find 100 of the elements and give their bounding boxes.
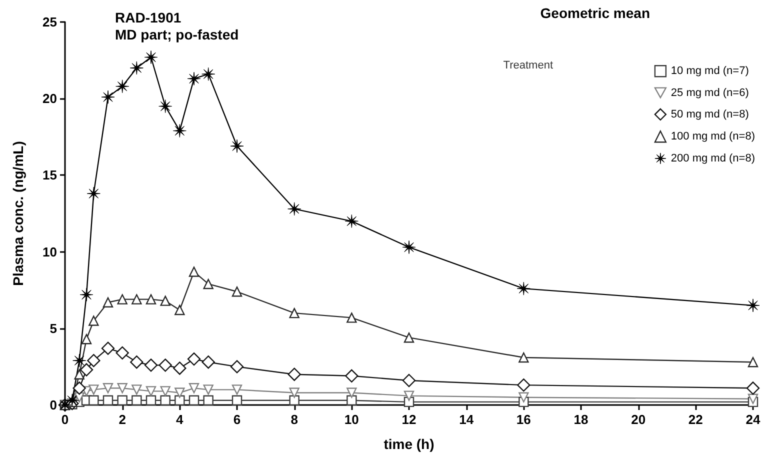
x-tick-label: 4 — [176, 412, 184, 427]
point — [130, 356, 144, 369]
point — [288, 368, 301, 381]
point — [230, 139, 244, 153]
x-tick-label: 12 — [402, 412, 416, 427]
point — [518, 392, 529, 402]
text: Geometric mean — [540, 5, 650, 21]
point — [144, 50, 158, 64]
point — [404, 332, 414, 343]
legend-label: 10 mg md (n=7) — [670, 65, 749, 78]
point — [146, 386, 156, 396]
point — [516, 282, 530, 296]
point — [146, 294, 156, 304]
point — [158, 100, 172, 114]
y-tick-label: 20 — [42, 91, 57, 106]
point — [289, 308, 300, 318]
point — [174, 304, 185, 316]
x-tick-label: 6 — [233, 412, 241, 427]
point — [232, 384, 242, 395]
point — [130, 61, 144, 75]
point — [132, 294, 142, 304]
point — [346, 395, 357, 406]
point — [402, 240, 416, 254]
point — [88, 384, 99, 395]
x-tick-label: 20 — [631, 412, 646, 427]
x-tick-label: 16 — [516, 412, 531, 427]
point — [346, 388, 357, 398]
point — [86, 186, 100, 200]
point — [202, 356, 215, 369]
legend-title: Treatment — [503, 60, 554, 72]
point — [74, 369, 84, 380]
point — [102, 383, 114, 394]
point — [174, 395, 185, 406]
point — [117, 383, 128, 394]
point — [187, 72, 201, 86]
point — [80, 288, 94, 302]
legend-label: 100 mg md (n=8) — [670, 130, 756, 143]
point — [101, 342, 115, 355]
point — [748, 394, 758, 404]
y-tick-label: 25 — [42, 14, 57, 30]
point — [345, 369, 358, 382]
legend-label: 200 mg md (n=8) — [670, 152, 756, 164]
point — [230, 360, 244, 374]
point — [187, 352, 201, 366]
point — [158, 358, 172, 372]
point — [132, 395, 142, 406]
point — [517, 378, 530, 392]
point — [102, 297, 114, 308]
point — [232, 395, 242, 406]
point — [88, 395, 99, 406]
point — [188, 383, 200, 394]
point — [203, 278, 214, 290]
y-tick-label: 15 — [42, 168, 57, 183]
point — [101, 90, 115, 104]
x-tick-label: 2 — [118, 412, 126, 427]
point — [289, 388, 300, 398]
point — [174, 388, 185, 398]
point — [344, 214, 358, 228]
point — [87, 354, 100, 368]
legend-label: 25 mg md (n=6) — [670, 86, 749, 99]
point — [288, 202, 302, 216]
point — [188, 266, 200, 277]
point — [289, 395, 300, 406]
chart-title: RAD-1901 MD part; po-fasted — [115, 10, 239, 42]
point — [160, 386, 170, 396]
point — [146, 395, 156, 406]
y-tick-label: 0 — [50, 398, 57, 412]
x-tick-label: 10 — [344, 412, 359, 427]
y-tick-label: 5 — [50, 320, 57, 336]
point — [173, 362, 186, 375]
x-axis-title: time (h) — [384, 436, 434, 452]
point — [202, 67, 216, 81]
point — [102, 395, 114, 406]
point — [81, 334, 92, 344]
x-tick-label: 14 — [459, 412, 474, 427]
point — [160, 296, 170, 306]
x-tick-label: 0 — [61, 412, 69, 427]
x-tick-label: 18 — [574, 412, 588, 427]
point — [748, 357, 758, 368]
point — [88, 316, 99, 326]
y-axis-title: Plasma conc. (ng/mL) — [10, 141, 26, 286]
legend-label: 50 mg md (n=8) — [670, 108, 749, 120]
y-tick-label: 10 — [42, 244, 57, 260]
point — [172, 124, 186, 138]
point — [117, 395, 128, 406]
point — [402, 374, 416, 388]
point — [188, 395, 200, 406]
point — [132, 384, 142, 395]
point — [203, 395, 214, 406]
point — [116, 346, 129, 360]
x-tick-label: 22 — [688, 412, 703, 427]
point — [72, 354, 86, 368]
point — [144, 358, 158, 372]
point — [232, 286, 242, 297]
x-tick-label: 24 — [746, 412, 761, 427]
point — [518, 352, 529, 363]
point — [346, 312, 357, 323]
point — [203, 384, 214, 395]
point — [80, 363, 94, 376]
point — [160, 395, 170, 406]
